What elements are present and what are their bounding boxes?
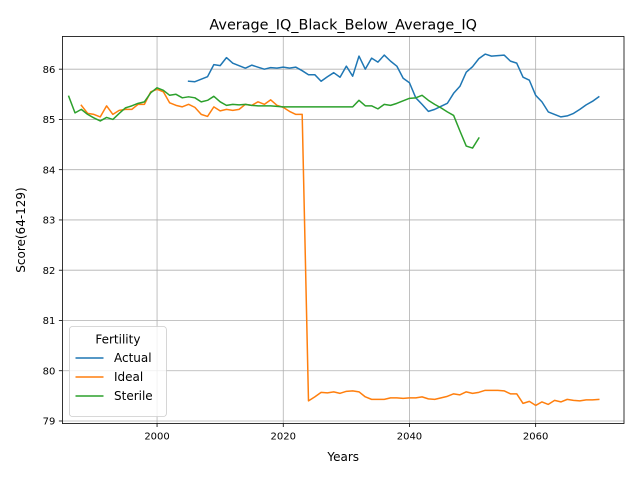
axis-ticks: 2000 2020 2040 2060 79 80 81 82 83 84 85 86 (43, 65, 549, 443)
x-tick-label: 2040 (397, 432, 422, 443)
y-tick-label: 83 (43, 216, 56, 227)
series-lines (67, 53, 600, 407)
y-tick-label: 82 (43, 266, 56, 277)
x-axis-label: Years (326, 450, 359, 464)
y-tick-label: 85 (43, 115, 56, 126)
y-tick-label: 84 (43, 165, 56, 176)
legend-label-actual: Actual (114, 351, 152, 365)
x-tick-label: 2020 (271, 432, 296, 443)
legend-box (69, 326, 167, 417)
chart-title: Average_IQ_Black_Below_Average_IQ (209, 18, 477, 34)
legend: Fertility Actual Ideal Sterile (69, 326, 167, 417)
series-line-ideal (80, 88, 600, 407)
x-tick-label: 2060 (523, 432, 548, 443)
series-line-sterile (67, 87, 480, 149)
series-line-actual (187, 53, 600, 118)
y-axis-label: Score(64-129) (14, 187, 28, 272)
y-tick-label: 86 (43, 65, 56, 76)
legend-label-sterile: Sterile (114, 389, 153, 403)
grid-lines (62, 36, 624, 424)
y-tick-label: 81 (43, 316, 56, 327)
y-tick-label: 79 (43, 417, 56, 428)
plot-frame (62, 36, 625, 424)
legend-entries: Actual Ideal Sterile (75, 351, 153, 403)
y-tick-label: 80 (43, 366, 56, 377)
x-tick-label: 2000 (144, 432, 169, 443)
legend-label-ideal: Ideal (114, 370, 143, 384)
legend-title: Fertility (95, 333, 140, 347)
